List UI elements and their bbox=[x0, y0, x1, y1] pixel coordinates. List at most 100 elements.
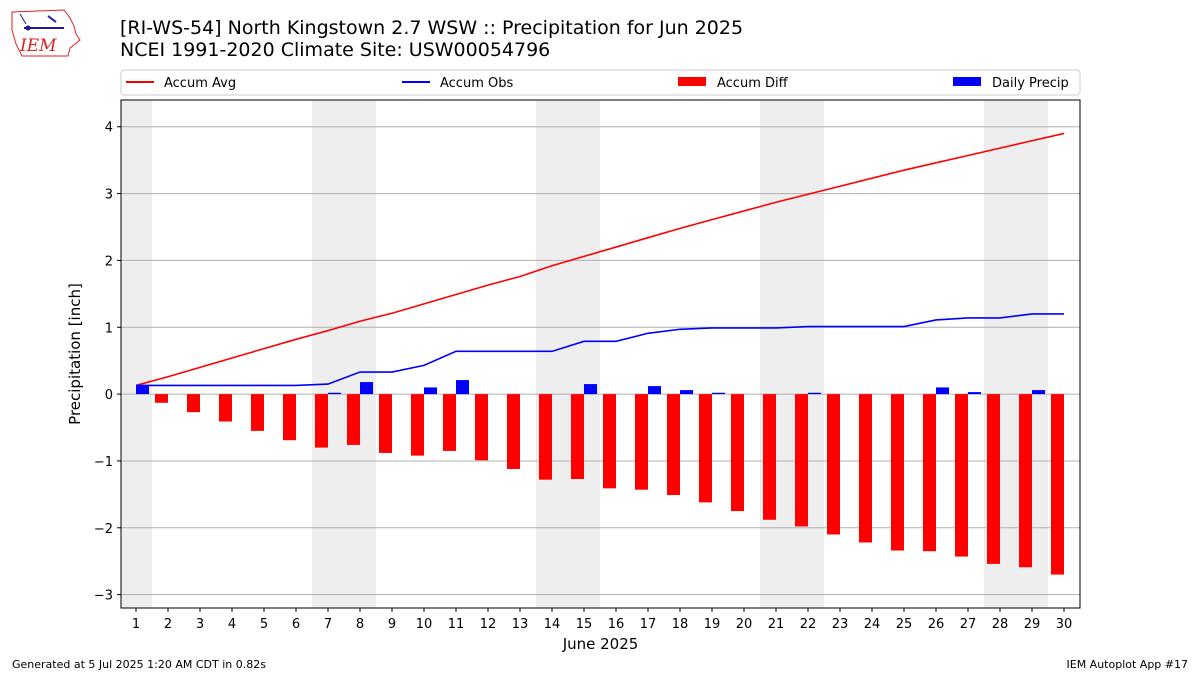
x-tick-label: 29 bbox=[1024, 617, 1041, 632]
y-tick-label: 4 bbox=[105, 121, 113, 136]
x-tick-label: 1 bbox=[132, 617, 140, 632]
accum-diff-bar bbox=[987, 394, 1000, 564]
daily-precip-bars bbox=[136, 380, 1045, 395]
legend-label: Accum Avg bbox=[164, 76, 236, 91]
x-tick-label: 2 bbox=[164, 617, 172, 632]
accum-diff-bar bbox=[635, 394, 648, 490]
x-tick-label: 11 bbox=[448, 617, 465, 632]
accum-diff-bar bbox=[955, 394, 968, 557]
weekend-band bbox=[760, 100, 824, 608]
y-axis-ticks: −3 −2 −1 0 1 2 3 4 bbox=[94, 121, 121, 604]
accum-diff-bars bbox=[155, 394, 1064, 575]
weekend-band bbox=[121, 100, 152, 608]
legend-label: Daily Precip bbox=[992, 76, 1069, 91]
daily-precip-bar bbox=[584, 384, 597, 395]
legend-swatch-bar bbox=[953, 77, 981, 86]
x-tick-label: 8 bbox=[356, 617, 364, 632]
app-credit: IEM Autoplot App #17 bbox=[1066, 658, 1189, 671]
x-tick-label: 16 bbox=[608, 617, 625, 632]
accum-diff-bar bbox=[1051, 394, 1064, 575]
x-tick-label: 26 bbox=[928, 617, 945, 632]
legend-swatch-bar bbox=[678, 77, 706, 86]
x-tick-label: 5 bbox=[260, 617, 268, 632]
accum-diff-bar bbox=[667, 394, 680, 496]
weekend-band bbox=[984, 100, 1048, 608]
accum-diff-bar bbox=[731, 394, 744, 512]
x-tick-label: 20 bbox=[736, 617, 753, 632]
weekend-bands bbox=[121, 100, 1048, 608]
daily-precip-bar bbox=[424, 387, 437, 395]
accum-diff-bar bbox=[315, 394, 328, 448]
daily-precip-bar bbox=[136, 385, 149, 395]
accum-diff-bar bbox=[475, 394, 488, 461]
x-tick-label: 27 bbox=[960, 617, 977, 632]
y-tick-label: −2 bbox=[94, 522, 113, 537]
accum-diff-bar bbox=[891, 394, 904, 551]
x-axis-ticks: 1 2 3 4 5 6 7 8 9 10 11 12 13 14 15 16 17 18 19 20 21 22 23 24 2… bbox=[132, 608, 1072, 632]
x-tick-label: 28 bbox=[992, 617, 1009, 632]
daily-precip-bar bbox=[648, 386, 661, 395]
accum-diff-bar bbox=[379, 394, 392, 453]
accum-diff-bar bbox=[411, 394, 424, 456]
legend-box bbox=[120, 69, 1081, 96]
daily-precip-bar bbox=[968, 392, 981, 395]
accum-diff-bar bbox=[763, 394, 776, 520]
daily-precip-bar bbox=[680, 390, 693, 395]
x-tick-label: 6 bbox=[292, 617, 300, 632]
accum-diff-bar bbox=[507, 394, 520, 469]
daily-precip-bar bbox=[328, 392, 341, 395]
accum-diff-bar bbox=[443, 394, 456, 451]
y-tick-label: 2 bbox=[105, 254, 113, 269]
accum-diff-bar bbox=[603, 394, 616, 489]
x-tick-label: 14 bbox=[544, 617, 561, 632]
accum-obs-line bbox=[136, 313, 1064, 387]
accum-diff-bar bbox=[1019, 394, 1032, 568]
chart-title: [RI-WS-54] North Kingstown 2.7 WSW :: Pr… bbox=[120, 17, 744, 39]
x-tick-label: 19 bbox=[704, 617, 721, 632]
accum-diff-bar bbox=[251, 394, 264, 431]
accum-diff-bar bbox=[571, 394, 584, 479]
iem-logo: IEM bbox=[11, 9, 81, 57]
accum-diff-bar bbox=[347, 394, 360, 445]
daily-precip-bar bbox=[808, 392, 821, 395]
y-tick-label: −1 bbox=[94, 455, 113, 470]
accum-diff-bar bbox=[283, 394, 296, 441]
accum-diff-bar bbox=[795, 394, 808, 527]
daily-precip-bar bbox=[360, 382, 373, 395]
plot-frame bbox=[120, 99, 1081, 609]
daily-precip-bar bbox=[456, 380, 469, 395]
x-axis-label: June 2025 bbox=[562, 635, 639, 653]
x-tick-label: 22 bbox=[800, 617, 817, 632]
weekend-band bbox=[536, 100, 600, 608]
accum-lines bbox=[135, 132, 1065, 387]
logo-text: IEM bbox=[19, 36, 57, 56]
daily-precip-bar bbox=[1032, 390, 1045, 395]
legend-label: Accum Diff bbox=[717, 76, 789, 91]
legend: Accum Avg Accum Obs Accum Diff Daily Precip bbox=[120, 69, 1081, 96]
accum-diff-bar bbox=[219, 394, 232, 422]
x-tick-label: 12 bbox=[480, 617, 497, 632]
y-tick-label: 1 bbox=[105, 321, 113, 336]
accum-diff-bar bbox=[859, 394, 872, 543]
y-tick-label: 0 bbox=[105, 388, 113, 403]
accum-diff-bar bbox=[187, 394, 200, 413]
accum-diff-bar bbox=[699, 394, 712, 503]
y-gridlines bbox=[121, 126, 1080, 596]
x-tick-label: 17 bbox=[640, 617, 657, 632]
accum-diff-bar bbox=[155, 394, 168, 403]
daily-precip-bar bbox=[936, 387, 949, 395]
legend-label: Accum Obs bbox=[440, 76, 513, 91]
accum-diff-bar bbox=[923, 394, 936, 552]
x-tick-label: 7 bbox=[324, 617, 332, 632]
accum-diff-bar bbox=[827, 394, 840, 535]
x-tick-label: 25 bbox=[896, 617, 913, 632]
daily-precip-bar bbox=[712, 392, 725, 395]
weekend-band bbox=[312, 100, 376, 608]
x-tick-label: 13 bbox=[512, 617, 529, 632]
x-tick-label: 18 bbox=[672, 617, 689, 632]
x-tick-label: 24 bbox=[864, 617, 881, 632]
x-tick-label: 30 bbox=[1056, 617, 1073, 632]
accum-diff-bar bbox=[539, 394, 552, 480]
x-tick-label: 10 bbox=[416, 617, 433, 632]
